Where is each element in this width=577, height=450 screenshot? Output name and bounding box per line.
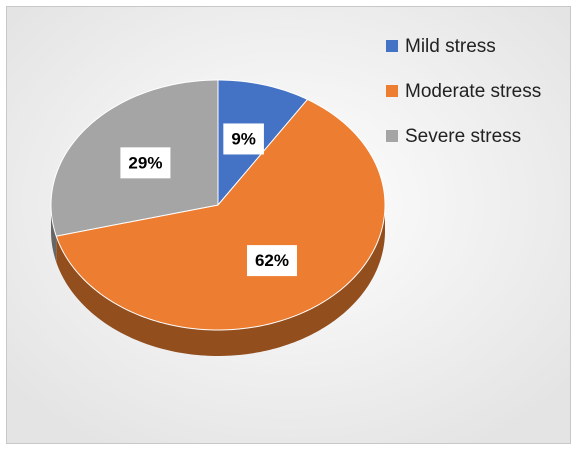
- data-label: 9%: [231, 129, 256, 148]
- legend-label: Moderate stress: [405, 81, 541, 102]
- legend-swatch: [386, 130, 398, 142]
- data-label-box: [223, 123, 264, 155]
- legend-label: Severe stress: [405, 126, 521, 147]
- data-label: 29%: [128, 153, 162, 172]
- data-label-box: [120, 147, 171, 179]
- slice-side: [56, 205, 385, 356]
- data-label: 62%: [255, 251, 289, 270]
- legend-swatch: [386, 85, 398, 97]
- legend-swatch: [386, 40, 398, 52]
- legend-label: Mild stress: [405, 36, 496, 57]
- slice-side: [51, 205, 57, 263]
- data-label-box: [246, 245, 298, 277]
- slice: [55, 98, 386, 331]
